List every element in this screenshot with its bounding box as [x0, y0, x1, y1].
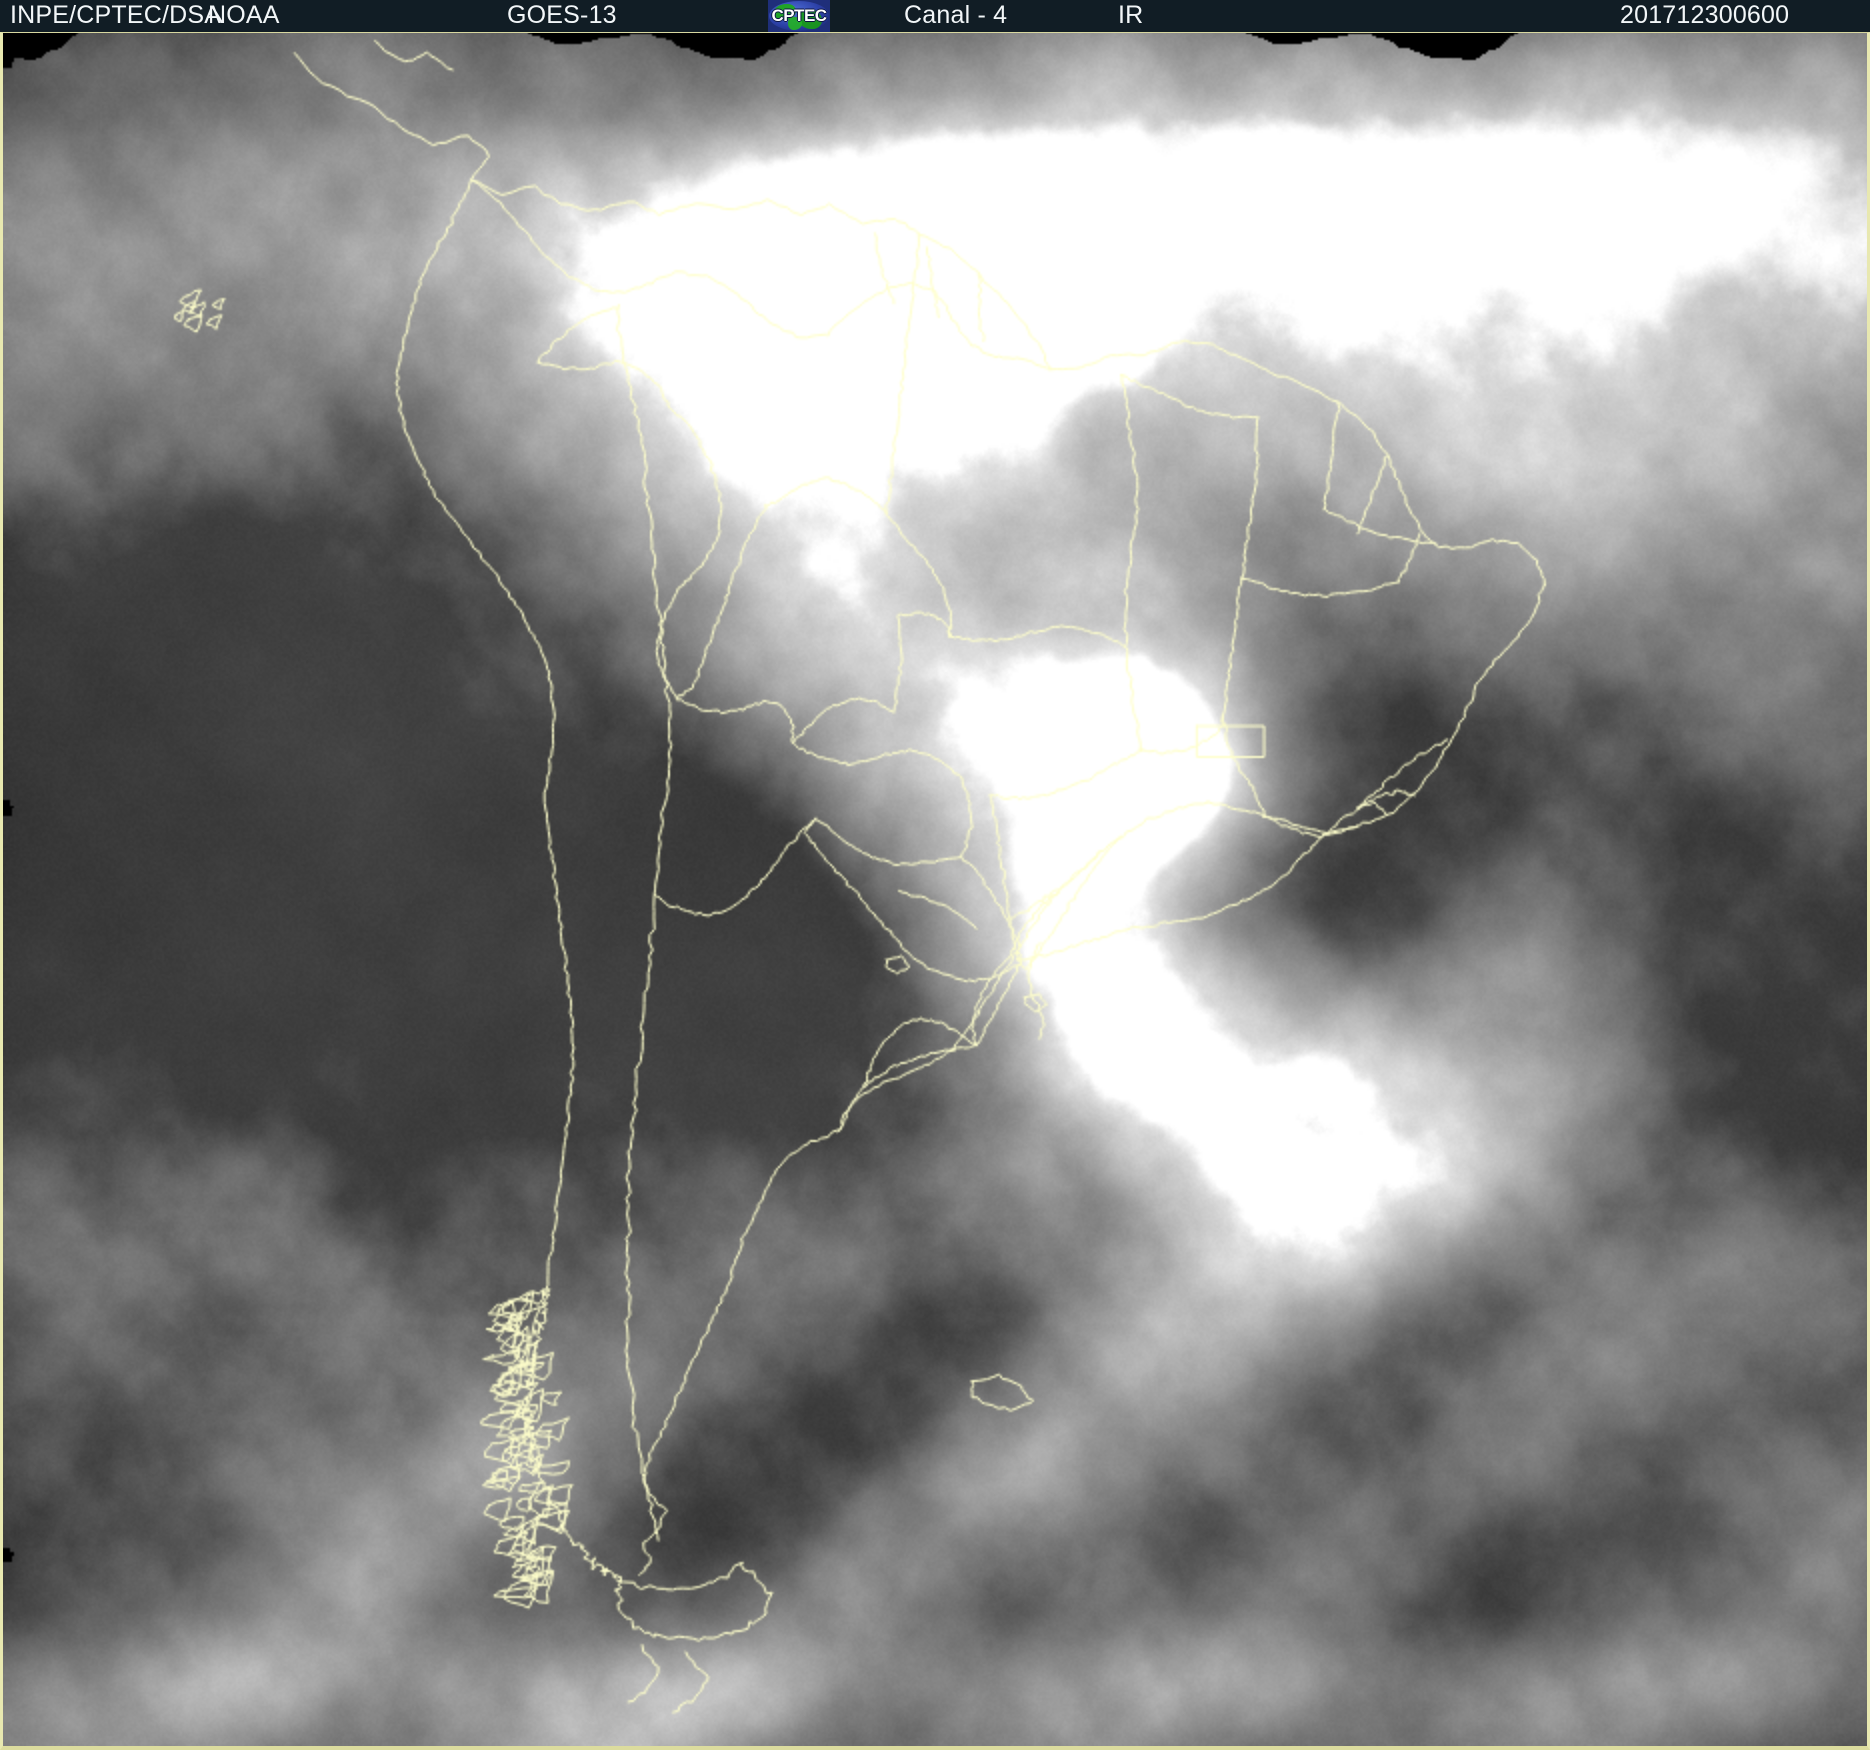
logo-landmass-north: [774, 4, 796, 20]
channel-label: Canal - 4: [904, 1, 1008, 29]
satellite-image-area: [0, 32, 1870, 1750]
cptec-logo: CPTEC: [768, 0, 830, 32]
timestamp-label: 201712300600: [1620, 1, 1790, 29]
satellite-label: GOES-13: [507, 1, 617, 29]
infrared-satellite-canvas: [0, 32, 1870, 1750]
band-label: IR: [1118, 1, 1144, 29]
network-label: NOAA: [208, 1, 280, 29]
logo-landmass-south: [788, 17, 802, 30]
metadata-header-bar: INPE/CPTEC/DSA NOAA GOES-13 CPTEC Canal …: [0, 0, 1870, 32]
agency-label: INPE/CPTEC/DSA: [10, 1, 222, 29]
cptec-logo-text: CPTEC: [771, 6, 827, 25]
logo-landmass-east: [798, 9, 822, 29]
